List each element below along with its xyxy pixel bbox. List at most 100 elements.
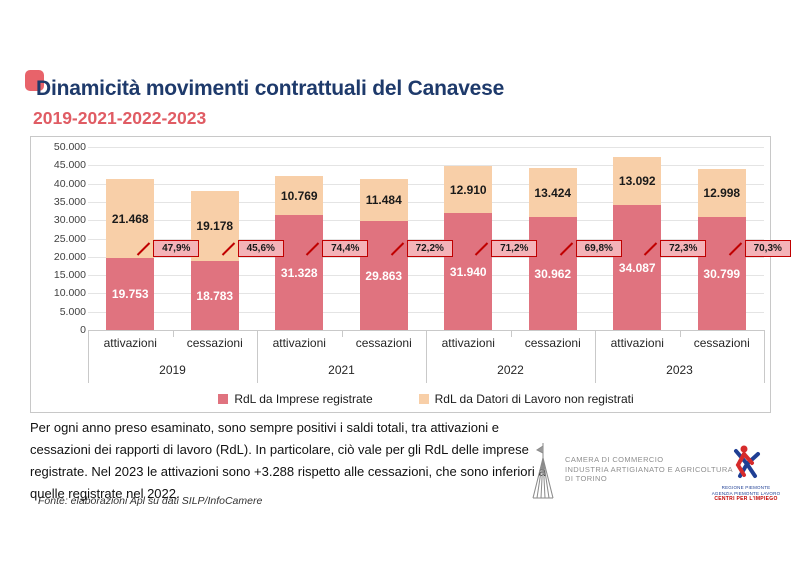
commentary-line-1: Per ogni anno preso esaminato, sono semp… [30,420,499,435]
bar-value-registrate-2019-attivazioni: 19.753 [111,287,149,301]
bar-value-registrate-2021-attivazioni: 31.328 [280,265,318,280]
callout-pct-2021-cessazioni: 72,2% [406,240,453,257]
legend-chip-registrate [218,394,229,404]
bar-2022-attivazioni-registrate [444,213,493,330]
bar-value-registrate-2022-attivazioni: 31.940 [449,264,487,279]
apl-line-3: CENTRI PER L'IMPIEGO [714,496,778,502]
commentary-line-4: quelle registrate nel 2022. [30,486,180,501]
bar-value-non-registrati-2021-cessazioni: 11.484 [365,193,402,207]
camera-commercio-text: CAMERA DI COMMERCIO INDUSTRIA ARTIGIANAT… [565,442,733,500]
bar-value-non-registrati-2021-attivazioni: 10.769 [280,188,318,203]
category-tick-2 [510,330,512,337]
apl-line-2: AGENZIA PIEMONTE LAVORO [711,490,781,496]
gridline-5.000 [88,311,764,313]
gridline-25.000 [88,238,764,240]
y-axis-tick-0: 0 [80,324,86,336]
year-label-2023: 2023 [666,363,693,377]
x-axis-label-0-attivazioni: attivazioni [103,336,157,350]
bar-value-non-registrati-2019-cessazioni: 19.178 [196,219,234,233]
camera-commercio-icon [532,443,554,499]
gridline-30.000 [88,220,764,222]
commentary-paragraph: Per ogni anno preso esaminato, sono semp… [30,417,590,505]
bar-2019-cessazioni-registrate [190,261,239,330]
y-axis-tick-15.000: 15.000 [53,269,86,282]
bar-2023-attivazioni-non-registrati [613,157,662,205]
page-subtitle: 2019-2021-2022-2023 [33,108,207,128]
year-label-2022: 2022 [497,363,524,377]
y-axis-tick-30.000: 30.000 [53,214,86,227]
callout-pct-2022-cessazioni: 69,8% [575,240,622,257]
bar-value-registrate-2022-cessazioni: 30.962 [534,266,572,281]
year-group-separator-2 [426,330,427,383]
camera-line-1: CAMERA DI COMMERCIO [565,455,664,464]
year-group-separator-4 [764,330,765,383]
bar-2023-cessazioni-non-registrati [697,169,746,217]
legend-chip-non-registrati [418,394,429,404]
gridline-50.000 [88,147,764,148]
commentary-line-3: registrate. Nel 2023 le attivazioni sono… [30,464,546,479]
legend-item-registrate: RdL da Imprese registrate [218,392,373,406]
x-axis-label-7-cessazioni: cessazioni [693,336,750,350]
callout-pct-2023-attivazioni: 72,3% [660,240,707,257]
bar-value-non-registrati-2023-cessazioni: 12.998 [703,186,741,200]
x-axis-label-4-attivazioni: attivazioni [441,336,495,350]
bar-2021-cessazioni-non-registrati [359,179,408,221]
callout-pct-2021-attivazioni: 74,4% [322,240,369,257]
bar-2019-attivazioni-registrate [106,258,155,330]
bar-value-non-registrati-2019-attivazioni: 21.468 [111,211,149,226]
chart-legend: RdL da Imprese registrate RdL da Datori … [88,392,764,406]
year-group-separator-0 [88,330,89,383]
bar-value-non-registrati-2022-attivazioni: 12.910 [449,182,487,197]
bar-2022-cessazioni-registrate [528,217,577,330]
x-axis-label-1-cessazioni: cessazioni [186,336,243,350]
category-tick-1 [341,330,343,337]
x-axis-label-2-attivazioni: attivazioni [272,336,326,350]
callout-pct-2023-cessazioni: 70,3% [744,240,791,257]
legend-item-non-registrati: RdL da Datori di Lavoro non registrati [418,392,634,406]
bar-value-non-registrati-2022-cessazioni: 13.424 [534,185,572,200]
camera-commercio-logo: CAMERA DI COMMERCIO INDUSTRIA ARTIGIANAT… [530,442,733,500]
category-tick-0 [172,330,174,337]
camera-line-2: INDUSTRIA ARTIGIANATO E AGRICOLTURA [565,464,734,474]
gridline-10.000 [88,293,764,295]
category-tick-3 [679,330,681,337]
year-label-2019: 2019 [159,363,186,377]
source-note: Fonte: elaborazioni Apl su dati SILP/Inf… [38,495,263,507]
y-axis-tick-45.000: 45.000 [53,159,86,172]
legend-label-non-registrati: RdL da Datori di Lavoro non registrati [434,392,634,406]
gridline-20.000 [88,256,764,258]
y-axis-tick-50.000: 50.000 [53,141,86,153]
bar-2023-attivazioni-registrate [613,205,662,330]
gridline-40.000 [88,183,764,185]
commentary-line-2: cessazioni dei rapporti di lavoro (RdL).… [30,442,529,457]
bar-2019-attivazioni-non-registrati [106,179,155,258]
chart: RdL da Imprese registrate RdL da Datori … [30,136,791,413]
y-axis-tick-10.000: 10.000 [53,287,86,300]
gridline-45.000 [88,165,764,167]
camera-line-3: DI TORINO [565,474,608,483]
bar-value-registrate-2021-cessazioni: 29.863 [365,268,403,283]
bar-2022-attivazioni-non-registrati [444,166,493,213]
bar-value-non-registrati-2023-attivazioni: 13.092 [618,174,656,188]
bar-value-registrate-2023-cessazioni: 30.799 [703,266,741,281]
y-axis-tick-5.000: 5.000 [59,305,86,318]
x-axis-label-3-cessazioni: cessazioni [355,336,412,350]
gridline-35.000 [88,201,764,203]
callout-pct-2019-attivazioni: 47,9% [153,240,200,257]
bar-value-registrate-2023-attivazioni: 34.087 [618,260,656,275]
bar-2021-attivazioni-non-registrati [275,176,324,215]
x-axis-label-5-cessazioni: cessazioni [524,336,581,350]
y-axis-tick-35.000: 35.000 [53,195,86,208]
y-axis-tick-20.000: 20.000 [53,250,86,263]
callout-pct-2019-cessazioni: 45,6% [237,240,284,257]
y-axis-tick-40.000: 40.000 [53,177,86,190]
title-accent-square [25,70,44,91]
apl-line-1: REGIONE PIEMONTE [721,485,771,490]
year-group-separator-3 [595,330,596,383]
page-title: Dinamicità movimenti contrattuali del Ca… [36,77,505,100]
callout-pct-2022-attivazioni: 71,2% [491,240,538,257]
legend-label-registrate: RdL da Imprese registrate [234,392,373,406]
bar-2021-attivazioni-registrate [275,215,324,330]
apl-logo: REGIONE PIEMONTE AGENZIA PIEMONTE LAVORO… [702,445,790,503]
